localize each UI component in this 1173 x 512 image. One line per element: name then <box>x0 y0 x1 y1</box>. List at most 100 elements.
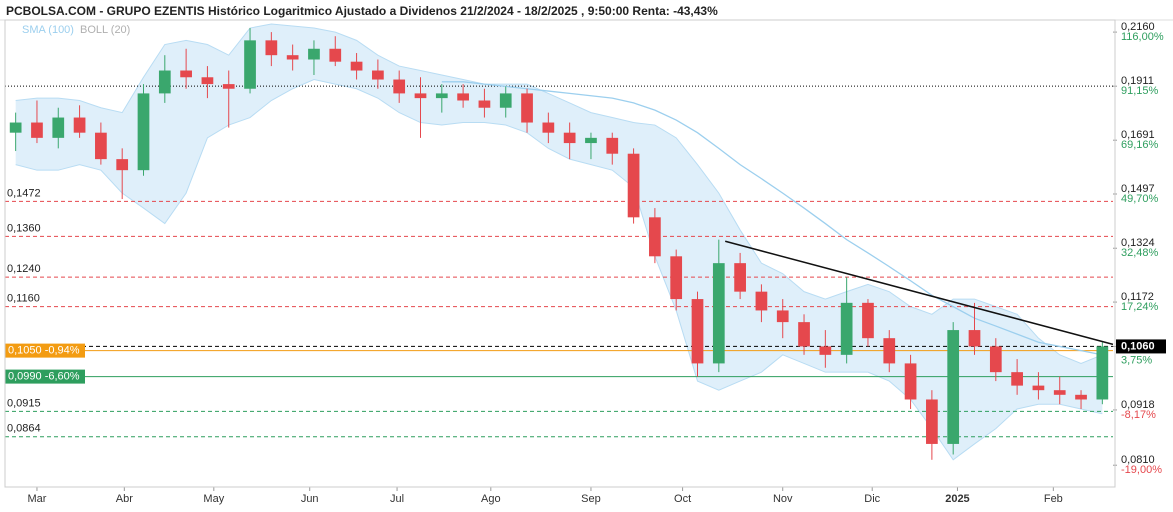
y-tick-percent: 69,16% <box>1121 139 1159 151</box>
candle-body <box>649 217 661 257</box>
candle-body <box>798 322 810 347</box>
level-badge <box>5 343 85 358</box>
y-tick-label: 0,1911 <box>1121 75 1154 87</box>
candle-body <box>776 310 789 323</box>
y-tick-percent: 49,70% <box>1121 193 1159 205</box>
x-tick-label: Abr <box>116 493 133 505</box>
candle-body <box>734 263 746 292</box>
candle-body <box>926 399 938 444</box>
candle-body <box>521 93 533 123</box>
candle-body <box>265 40 278 56</box>
x-tick-label: Dic <box>864 493 880 505</box>
candle-body <box>840 302 853 355</box>
level-label: 0,1472 <box>7 187 41 199</box>
level-label: 0,1050 -0,94% <box>8 345 80 357</box>
candle-body <box>329 48 342 62</box>
level-label: 0,1160 <box>7 293 40 305</box>
x-tick-label: 2025 <box>945 493 969 505</box>
level-badge <box>5 369 85 384</box>
candle-body <box>31 122 43 138</box>
candle-body <box>542 122 555 133</box>
y-tick-label: 0,0918 <box>1121 399 1155 411</box>
y-tick-label: 0,1324 <box>1121 237 1155 249</box>
x-tick-label: Mar <box>27 493 46 505</box>
candle-body <box>350 61 363 71</box>
candle-body <box>52 117 65 138</box>
candle-body <box>563 132 576 144</box>
legend-bollinger: BOLL (20) <box>80 24 130 36</box>
candle-body <box>73 117 86 133</box>
y-tick-label: 0,1497 <box>1121 183 1155 195</box>
candle-body <box>286 55 299 60</box>
candle-body <box>1053 390 1066 395</box>
candle-body <box>9 122 22 133</box>
y-tick-percent: 17,24% <box>1121 301 1159 313</box>
y-tick-percent: 91,15% <box>1121 85 1159 97</box>
y-tick-percent: -8,17% <box>1121 409 1156 421</box>
bollinger-upper <box>15 23 1103 364</box>
x-tick-label: Jun <box>301 493 319 505</box>
candle-body <box>819 346 832 355</box>
chart-title: PCBOLSA.COM - GRUPO EZENTIS Histórico Lo… <box>6 4 718 18</box>
candle-body <box>627 153 640 218</box>
candle-body <box>1075 394 1087 400</box>
candle-body <box>1096 346 1109 400</box>
y-tick-percent: 3,75% <box>1121 354 1152 366</box>
candle-body <box>222 84 235 89</box>
candle-body <box>691 299 704 364</box>
candle-body <box>414 93 427 99</box>
candle-body <box>862 302 874 339</box>
candle-body <box>137 93 150 171</box>
x-tick-label: Sep <box>581 493 601 505</box>
y-tick-label: 0,1691 <box>1121 129 1155 141</box>
candle-body <box>95 132 107 160</box>
x-tick-label: Ago <box>481 493 501 505</box>
x-tick-label: Jul <box>390 493 404 505</box>
legend-sma: SMA (100) <box>22 24 74 36</box>
sma-line <box>441 81 1103 356</box>
candle-body <box>372 70 384 80</box>
price-badge <box>1116 339 1166 354</box>
candle-body <box>457 93 469 101</box>
candle-body <box>158 70 171 94</box>
level-label: 0,0990 -6,60% <box>8 371 80 383</box>
candle-body <box>670 256 683 300</box>
candle-body <box>606 137 619 154</box>
y-tick-percent: -19,00% <box>1121 464 1162 476</box>
y-tick-label: 0,1172 <box>1121 291 1154 303</box>
y-tick-percent: 116,00% <box>1121 31 1164 43</box>
candle-body <box>244 40 256 89</box>
candle-body <box>435 93 448 99</box>
candle-body <box>883 338 896 364</box>
level-label: 0,1240 <box>7 263 41 275</box>
x-tick-label: Nov <box>773 493 793 505</box>
plot: 0,1472 0,1360 0,1240 0,1160 0,1050 -0,94% 0,0… <box>5 21 1166 505</box>
candle-body <box>712 263 725 364</box>
trendline <box>725 240 1114 346</box>
level-label: 0,0915 <box>7 397 41 409</box>
x-tick-label: Oct <box>674 493 691 505</box>
y-tick-label: 0,2160 <box>1121 21 1155 33</box>
bollinger-lower <box>15 79 1103 461</box>
candle-body <box>989 346 1002 373</box>
candle-body <box>478 100 491 108</box>
y-tick-label: 0,0810 <box>1121 454 1155 466</box>
x-tick-label: May <box>203 493 224 505</box>
candle-body <box>1032 385 1045 391</box>
candle-body <box>116 159 129 171</box>
candle-body <box>393 79 406 94</box>
plot-frame <box>4 19 1116 488</box>
x-tick-label: Feb <box>1044 493 1063 505</box>
candle-body <box>755 291 768 311</box>
candle-body <box>968 330 981 347</box>
y-tick-percent: 32,48% <box>1121 247 1159 259</box>
candle-body <box>201 77 214 85</box>
candle-body <box>180 70 192 78</box>
candle-body <box>904 363 917 400</box>
candle-body <box>308 48 320 60</box>
candle-body <box>1011 372 1023 386</box>
candle-body <box>499 93 512 108</box>
candle-body <box>947 330 960 444</box>
y-tick-label: 0,1060 <box>1121 340 1155 352</box>
